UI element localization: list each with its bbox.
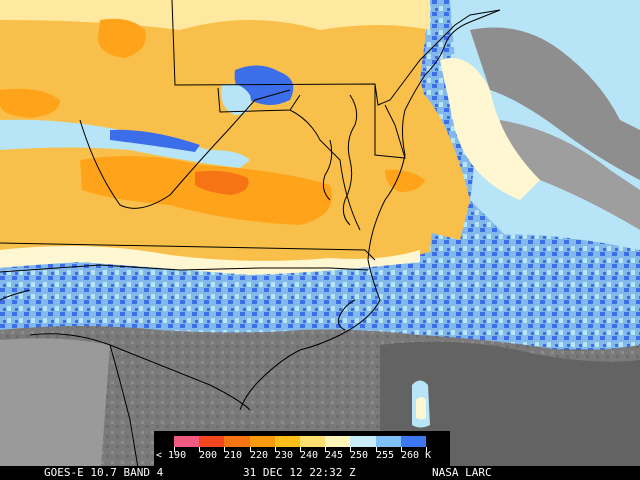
- colorbar-labels: < 190 200 210 220 230 240 245 250 255 260 K: [154, 450, 450, 464]
- orange-cell-west: [0, 88, 60, 118]
- credit-label: NASA LARC: [432, 466, 492, 479]
- colorbar-tick: [174, 447, 175, 452]
- colorbar-tick: [199, 447, 200, 452]
- ocean-gray-streak-1: [470, 27, 640, 180]
- southwest-light-gray: [0, 338, 110, 480]
- ocean-warm-band: [420, 90, 470, 240]
- colorbar-segment: [300, 436, 326, 447]
- colorbar-segment: [199, 436, 225, 447]
- orange-cell-east: [385, 169, 425, 192]
- colorbar-tick: [275, 447, 276, 452]
- orange-core: [195, 170, 249, 195]
- colorbar-tick: [325, 447, 326, 452]
- north-light-patch: [221, 83, 251, 115]
- colorbar-label: 255: [376, 450, 395, 461]
- colorbar-tick: [401, 447, 402, 452]
- colorbar-segment: [224, 436, 250, 447]
- colorbar-label: 200: [199, 450, 218, 461]
- colorbar-tick: [224, 447, 225, 452]
- colorbar-label: 260 K: [401, 450, 432, 461]
- colorbar-tick: [426, 447, 427, 452]
- colorbar-label: 220: [250, 450, 269, 461]
- ocean-gray-streak-2: [500, 120, 640, 230]
- coastline: [239, 9, 501, 411]
- orange-cell-central: [80, 156, 332, 225]
- colorbar-tick: [350, 447, 351, 452]
- colorbar-segment: [249, 436, 275, 447]
- colorbar-label: < 190: [156, 450, 187, 461]
- colorbar-segment: [274, 436, 301, 447]
- colorbar-segment: [375, 436, 401, 447]
- colorbar-label: 245: [325, 450, 344, 461]
- storm-cell-core: [416, 397, 426, 420]
- colorbar-segment: [325, 436, 351, 447]
- colorbar-label: 230: [275, 450, 294, 461]
- midwest-blue-streak: [110, 129, 200, 152]
- observation-datetime: 31 DEC 12 22:32 Z: [243, 466, 356, 479]
- colorbar-label: 240: [300, 450, 319, 461]
- colorbar-tick: [300, 447, 301, 452]
- colorbar-label: 250: [350, 450, 369, 461]
- colorbar-segment: [174, 436, 200, 447]
- satellite-band-label: GOES-E 10.7 BAND 4: [44, 466, 164, 479]
- colorbar-tick: [376, 447, 377, 452]
- image-caption-bar: GOES-E 10.7 BAND 4 31 DEC 12 22:32 Z NAS…: [0, 466, 640, 480]
- colorbar-segment: [350, 436, 376, 447]
- colorbar-strip: [174, 436, 427, 447]
- ocean-pale-band: [440, 58, 540, 200]
- midwest-cloud-band: [0, 119, 250, 168]
- colorbar-segment: [400, 436, 427, 447]
- colorbar-ticks: [174, 447, 427, 452]
- colorbar-tick: [250, 447, 251, 452]
- temperature-colorbar: < 190 200 210 220 230 240 245 250 255 260 K: [154, 431, 450, 466]
- orange-cell-north: [98, 18, 146, 58]
- colorbar-label: 210: [224, 450, 243, 461]
